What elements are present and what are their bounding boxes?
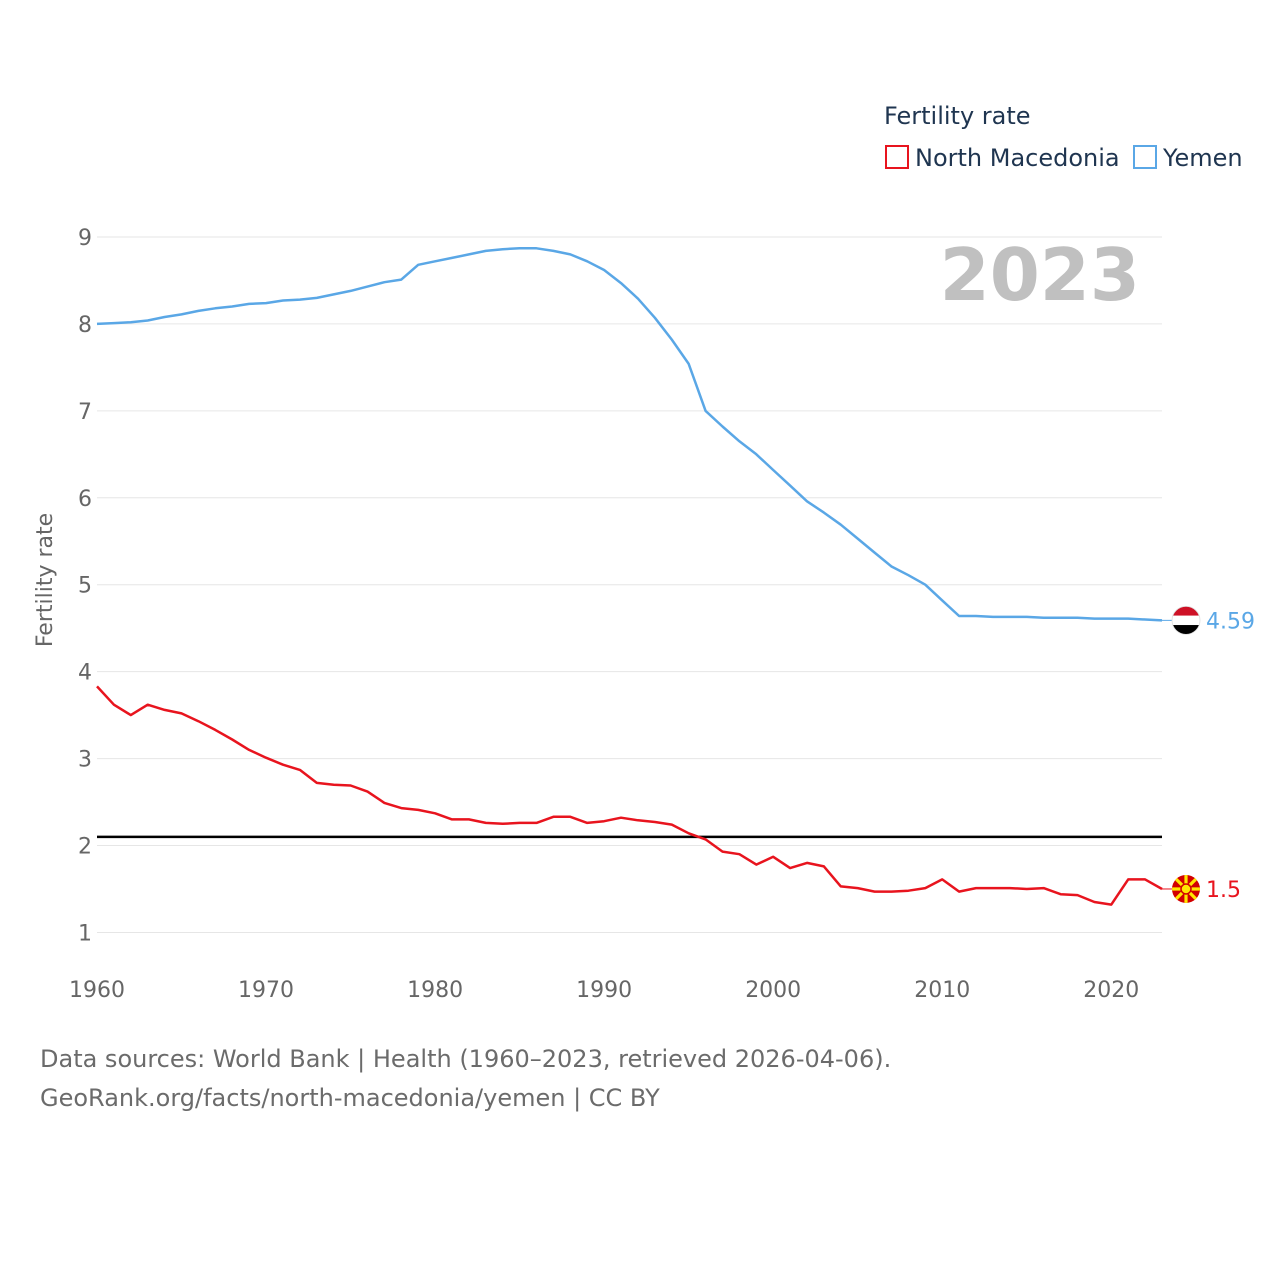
current-year-label: 2023 xyxy=(940,233,1140,317)
y-tick-label: 6 xyxy=(78,487,92,512)
y-tick-label: 9 xyxy=(78,226,92,251)
legend-swatch-north-macedonia[interactable] xyxy=(885,145,909,169)
x-tick-label: 2010 xyxy=(914,978,970,1003)
x-tick-label: 1990 xyxy=(576,978,632,1003)
x-axis-ticks: 1960 1970 1980 1990 2000 2010 2020 xyxy=(69,978,1139,1003)
x-tick-label: 2000 xyxy=(745,978,801,1003)
series-line-yemen xyxy=(96,247,1163,622)
legend-label-yemen[interactable]: Yemen xyxy=(1162,144,1243,172)
x-tick-label: 1960 xyxy=(69,978,125,1003)
north-macedonia-end-value: 1.5 xyxy=(1206,878,1241,903)
y-tick-label: 1 xyxy=(78,921,92,946)
y-tick-label: 7 xyxy=(78,400,92,425)
grid-lines xyxy=(97,236,1162,933)
y-axis-ticks: 1 2 3 4 5 6 7 8 9 xyxy=(78,226,92,946)
yemen-end-value: 4.59 xyxy=(1206,609,1255,634)
attribution-link[interactable]: GeoRank.org/facts/north-macedonia/yemen … xyxy=(40,1084,660,1112)
y-tick-label: 5 xyxy=(78,574,92,599)
x-tick-label: 1980 xyxy=(407,978,463,1003)
y-tick-label: 8 xyxy=(78,313,92,338)
x-tick-label: 2020 xyxy=(1083,978,1139,1003)
legend-label-north-macedonia[interactable]: North Macedonia xyxy=(915,144,1120,172)
y-tick-label: 3 xyxy=(78,748,92,773)
x-tick-label: 1970 xyxy=(238,978,294,1003)
y-tick-label: 2 xyxy=(78,835,92,860)
yemen-flag-icon xyxy=(1171,605,1201,635)
legend-title: Fertility rate xyxy=(884,102,1031,130)
y-tick-label: 4 xyxy=(78,661,92,686)
legend: Fertility rate North Macedonia Yemen xyxy=(884,102,1243,172)
y-axis-label: Fertility rate xyxy=(33,513,58,647)
north-macedonia-flag-icon xyxy=(1172,874,1200,903)
series-lines xyxy=(96,247,1172,906)
data-source-text: Data sources: World Bank | Health (1960–… xyxy=(40,1045,892,1073)
legend-swatch-yemen[interactable] xyxy=(1133,145,1157,169)
series-line-north-macedonia xyxy=(96,685,1163,906)
